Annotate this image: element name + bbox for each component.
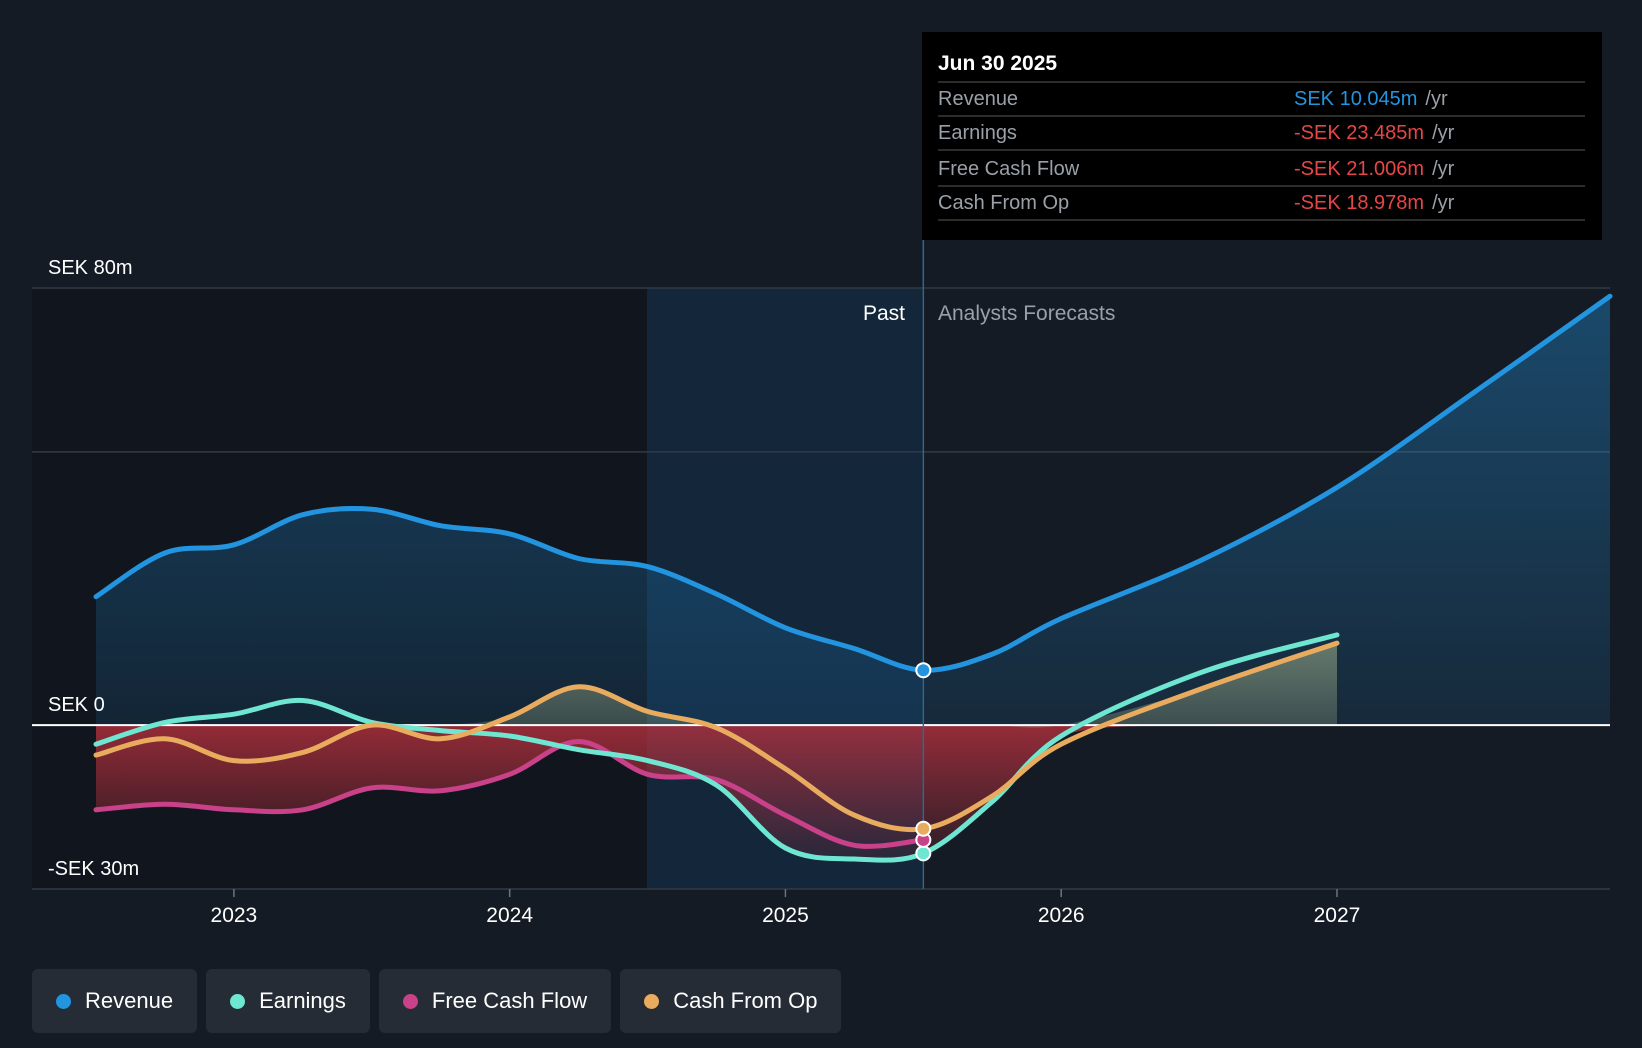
revenue-area [96,296,1610,726]
tooltip-date: Jun 30 2025 [938,52,1057,75]
cash-from-op-marker [915,820,932,837]
legend-item-earnings[interactable]: Earnings [206,969,370,1033]
legend-item-cash-from-op[interactable]: Cash From Op [620,969,842,1033]
tooltip-row-unit: /yr [1432,158,1455,180]
tooltip-row-label: Earnings [938,122,1017,144]
tooltip-row-label: Cash From Op [938,192,1069,214]
tooltip-row-unit: /yr [1425,88,1448,110]
tooltip-row-value: -SEK 21.006m/yr [1294,158,1455,180]
x-tick-label: 2025 [762,904,809,927]
revenue-marker [915,662,932,679]
legend-item-free-cash-flow[interactable]: Free Cash Flow [378,969,612,1033]
legend-dot-icon [644,993,660,1009]
x-tick-label: 2023 [211,904,258,927]
legend-label: Revenue [85,988,174,1013]
tooltip-row-value: SEK 10.045m/yr [1294,88,1448,110]
tooltip-row-value: -SEK 23.485m/yr [1294,122,1455,144]
legend-label: Cash From Op [673,988,818,1013]
legend-dot-icon [402,993,418,1009]
y-tick-label: SEK 0 [48,694,105,716]
legend-dot-icon [230,993,246,1009]
tooltip-row-label: Free Cash Flow [938,158,1080,180]
legend-label: Earnings [259,988,346,1013]
x-tick-label: 2024 [486,904,533,927]
earnings-line [93,632,1340,863]
gridlines [32,287,1610,890]
y-tick-label: SEK 80m [48,257,132,279]
earnings-marker [915,845,932,862]
y-tick-label: -SEK 30m [48,858,139,880]
past-label: Past [863,302,905,325]
forecast-label: Analysts Forecasts [938,302,1115,325]
cash-from-op-line [93,640,1340,833]
legend-item-revenue[interactable]: Revenue [32,969,198,1033]
x-tick-label: 2026 [1038,904,1085,927]
tooltip: Jun 30 2025 Revenue SEK 10.045m/yr Earning… [922,32,1602,240]
legend-label: Free Cash Flow [431,988,588,1013]
tooltip-row-label: Revenue [938,88,1018,110]
negative-area [96,723,1337,861]
tooltip-row-unit: /yr [1432,192,1455,214]
x-tick-label: 2027 [1314,904,1361,927]
tooltip-row-value: -SEK 18.978m/yr [1294,192,1455,214]
legend: Revenue Earnings Free Cash Flow Cash Fro… [32,969,842,1033]
free-cash-flow-line [93,738,926,849]
tooltip-background [922,32,1602,240]
tooltip-row-unit: /yr [1432,122,1455,144]
legend-dot-icon [56,993,71,1009]
positive-area [96,643,1337,728]
revenue-line [93,293,1613,673]
